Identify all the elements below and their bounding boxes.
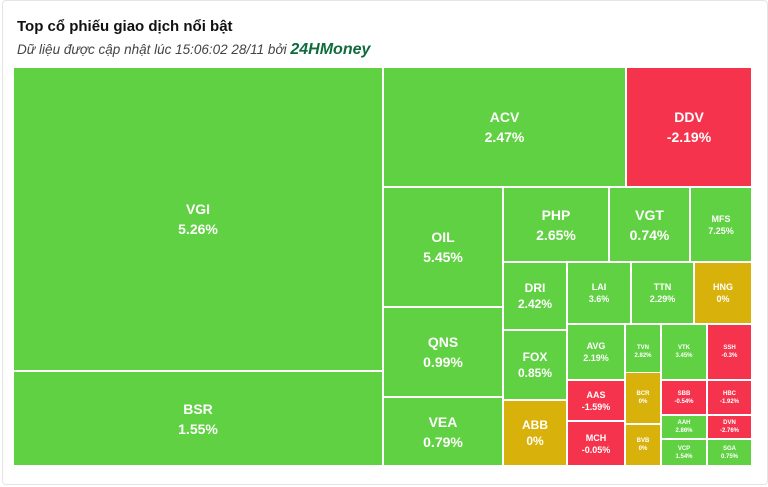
stock-symbol: HBC — [723, 390, 736, 397]
stock-tile-hbc[interactable]: HBC -1.92% — [707, 380, 752, 415]
stock-change: 0% — [526, 434, 544, 448]
stock-symbol: MCH — [585, 432, 607, 443]
stock-change: 5.26% — [178, 221, 218, 237]
stock-tile-mch[interactable]: MCH -0.05% — [567, 421, 625, 466]
stock-change: 0.79% — [423, 433, 463, 450]
stock-tile-tvn[interactable]: TVN 2.82% — [625, 324, 661, 380]
stock-change: -1.92% — [719, 398, 739, 405]
stock-change: 2.42% — [517, 297, 553, 311]
stock-tile-ssh[interactable]: SSH -0.3% — [707, 324, 752, 380]
stock-tile-bcr[interactable]: BCR 0% — [625, 372, 661, 424]
stock-tile-ttn[interactable]: TTN 2.29% — [631, 262, 694, 324]
update-info: Dữ liệu được cập nhật lúc 15:06:02 28/11… — [17, 41, 370, 59]
stock-symbol: VEA — [428, 413, 458, 430]
stock-tile-lai[interactable]: LAI 3.6% — [567, 262, 631, 324]
stock-symbol: MFS — [711, 213, 731, 224]
stock-tile-avg[interactable]: AVG 2.19% — [567, 324, 625, 380]
stock-change: 2.86% — [675, 428, 693, 434]
stock-symbol: VGI — [185, 201, 211, 217]
stock-symbol: OIL — [431, 229, 455, 245]
stock-symbol: BSR — [183, 400, 213, 417]
card-title: Top cổ phiếu giao dịch nổi bật — [17, 18, 233, 35]
stock-symbol: LAI — [591, 282, 607, 292]
stock-change: 1.54% — [675, 453, 693, 460]
stock-change: -2.19% — [666, 129, 712, 145]
stock-change: -0.54% — [674, 398, 694, 405]
stock-change: 0.99% — [423, 354, 463, 370]
stock-change: -2.76% — [719, 428, 739, 434]
stock-symbol: AAS — [586, 389, 606, 400]
stock-tile-vgt[interactable]: VGT 0.74% — [609, 187, 690, 262]
brand-logo[interactable]: 24HMoney — [290, 41, 371, 58]
stock-tile-vea[interactable]: VEA 0.79% — [383, 397, 503, 466]
stock-tile-aah[interactable]: AAH 2.86% — [661, 415, 707, 439]
stock-tile-fox[interactable]: FOX 0.85% — [503, 330, 567, 400]
stock-symbol: SBB — [677, 390, 691, 397]
stock-symbol: VTK — [678, 345, 690, 351]
stock-tile-bsr[interactable]: BSR 1.55% — [13, 371, 383, 466]
stock-change: 2.19% — [583, 353, 609, 363]
stock-tile-sbb[interactable]: SBB -0.54% — [661, 380, 707, 415]
stock-tile-bvb[interactable]: BVB 0% — [625, 424, 661, 466]
stock-symbol: SSH — [723, 345, 736, 351]
stock-change: -0.3% — [721, 353, 738, 359]
stock-symbol: DRI — [524, 281, 546, 295]
stock-change: 5.45% — [423, 249, 463, 265]
stock-symbol: TTN — [653, 282, 672, 292]
stock-tile-sga[interactable]: SGA 0.75% — [707, 439, 752, 466]
stock-change: 0% — [638, 446, 648, 452]
stock-symbol: ABB — [522, 418, 548, 432]
stock-change: 0.75% — [720, 453, 738, 460]
stock-change: -0.05% — [581, 444, 611, 455]
stock-symbol: DVN — [723, 420, 736, 426]
stock-symbol: AVG — [586, 341, 606, 351]
stock-tile-dvn[interactable]: DVN -2.76% — [707, 415, 752, 439]
stock-change: 3.45% — [675, 353, 693, 359]
stock-symbol: DDV — [674, 109, 704, 125]
stock-tile-ddv[interactable]: DDV -2.19% — [626, 67, 752, 187]
stock-change: 0.74% — [629, 226, 670, 243]
stock-tile-mfs[interactable]: MFS 7.25% — [690, 187, 752, 262]
update-timestamp-text: Dữ liệu được cập nhật lúc 15:06:02 28/11… — [17, 42, 287, 57]
stock-change: 0.85% — [517, 366, 553, 380]
stock-symbol: SGA — [722, 445, 736, 452]
stock-tile-dri[interactable]: DRI 2.42% — [503, 262, 567, 330]
stock-symbol: QNS — [427, 334, 459, 350]
stock-symbol: HNG — [713, 282, 733, 292]
stock-tile-vgi[interactable]: VGI 5.26% — [13, 67, 383, 371]
stock-symbol: TVN — [637, 345, 649, 351]
stock-change: 0% — [638, 399, 648, 405]
stock-change: 3.6% — [588, 294, 610, 304]
stock-treemap: VGI 5.26% BSR 1.55% ACV 2.47% DDV -2.19% OIL 5.45… — [13, 67, 752, 466]
stock-change: 2.65% — [536, 226, 576, 243]
stock-tile-vcp[interactable]: VCP 1.54% — [661, 439, 707, 466]
stock-symbol: FOX — [522, 350, 548, 364]
stock-change: 2.47% — [484, 129, 525, 145]
stock-change: 0% — [716, 294, 730, 304]
stock-change: 1.55% — [178, 420, 218, 437]
stock-symbol: PHP — [541, 206, 571, 223]
stock-tile-qns[interactable]: QNS 0.99% — [383, 307, 503, 397]
stock-symbol: VCP — [677, 445, 691, 452]
stock-symbol: BCR — [636, 391, 650, 397]
stock-tile-php[interactable]: PHP 2.65% — [503, 187, 609, 262]
stock-symbol: VGT — [635, 206, 664, 223]
stock-change: 2.29% — [649, 294, 676, 304]
stock-tile-oil[interactable]: OIL 5.45% — [383, 187, 503, 307]
stock-symbol: ACV — [489, 109, 520, 125]
stock-change: -1.59% — [581, 401, 611, 412]
stock-tile-acv[interactable]: ACV 2.47% — [383, 67, 626, 187]
stock-tile-vtk[interactable]: VTK 3.45% — [661, 324, 707, 380]
stock-symbol: AAH — [677, 420, 691, 426]
stock-change: 2.82% — [634, 353, 652, 359]
stock-change: 7.25% — [708, 225, 734, 236]
stock-tile-aas[interactable]: AAS -1.59% — [567, 380, 625, 421]
stock-tile-hng[interactable]: HNG 0% — [694, 262, 752, 324]
stock-tile-abb[interactable]: ABB 0% — [503, 400, 567, 466]
stock-symbol: BVB — [636, 438, 650, 444]
